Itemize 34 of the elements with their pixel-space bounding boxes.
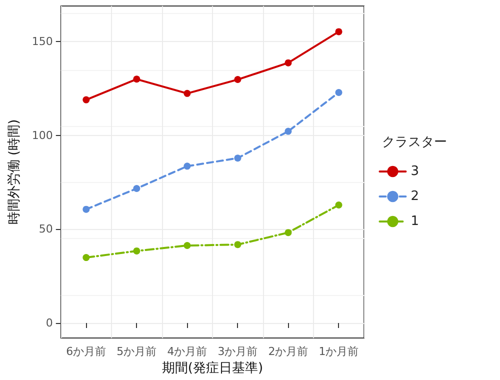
x-tick-label: 2か月前 [268,345,308,358]
legend-label: 2 [410,189,420,204]
y-tick-label: 50 [38,222,53,236]
point [133,185,140,192]
point [184,90,191,97]
x-axis-title: 期間(発症日基準) [162,361,264,376]
legend-title: クラスター [382,135,447,150]
point [234,241,242,248]
point [184,242,191,250]
x-tick-label: 5か月前 [116,345,157,358]
x-tick-label: 3か月前 [218,345,258,358]
point [82,254,90,262]
y-axis-title: 時間外労働 (時間) [7,119,22,225]
point [133,76,140,83]
point [284,59,292,66]
point [335,28,342,36]
x-tick-label: 6か月前 [66,345,106,358]
legend-label: 1 [410,214,420,229]
point [133,247,140,254]
x-tick-label: 4か月前 [167,345,208,358]
point [335,88,342,96]
point [184,162,191,170]
point [284,229,292,236]
point [234,154,242,162]
y-tick-label: 150 [32,35,53,48]
point [335,202,342,209]
point [234,76,242,84]
y-tick-label: 0 [46,316,53,330]
x-tick-label: 1か月前 [318,345,359,358]
point [82,206,90,213]
legend-label: 3 [410,164,420,179]
point [82,96,90,104]
point [284,128,292,135]
y-tick-label: 100 [32,128,53,142]
